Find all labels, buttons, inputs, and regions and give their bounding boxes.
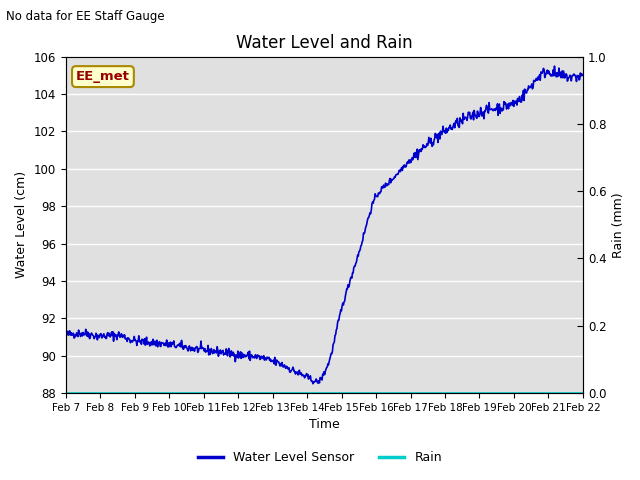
Water Level Sensor bbox=[62, 331, 70, 337]
Water Level Sensor bbox=[93, 337, 101, 343]
Text: No data for EE Staff Gauge: No data for EE Staff Gauge bbox=[6, 10, 165, 23]
Water Level Sensor bbox=[376, 189, 384, 195]
Rain bbox=[62, 390, 70, 396]
Y-axis label: Rain (mm): Rain (mm) bbox=[612, 192, 625, 258]
Water Level Sensor bbox=[550, 63, 558, 69]
Legend: Water Level Sensor, Rain: Water Level Sensor, Rain bbox=[193, 446, 447, 469]
Rain bbox=[93, 390, 101, 396]
Rain bbox=[579, 390, 587, 396]
Water Level Sensor bbox=[455, 123, 463, 129]
Rain bbox=[508, 390, 515, 396]
Rain bbox=[376, 390, 383, 396]
Title: Water Level and Rain: Water Level and Rain bbox=[236, 34, 413, 52]
Water Level Sensor bbox=[363, 221, 371, 227]
Rain bbox=[454, 390, 462, 396]
Water Level Sensor bbox=[579, 72, 587, 78]
Text: EE_met: EE_met bbox=[76, 70, 130, 83]
Water Level Sensor bbox=[508, 100, 516, 106]
Y-axis label: Water Level (cm): Water Level (cm) bbox=[15, 171, 28, 278]
Water Level Sensor bbox=[392, 172, 400, 178]
Line: Water Level Sensor: Water Level Sensor bbox=[66, 66, 583, 384]
Water Level Sensor bbox=[309, 381, 317, 386]
X-axis label: Time: Time bbox=[309, 419, 340, 432]
Rain bbox=[362, 390, 370, 396]
Rain bbox=[392, 390, 399, 396]
